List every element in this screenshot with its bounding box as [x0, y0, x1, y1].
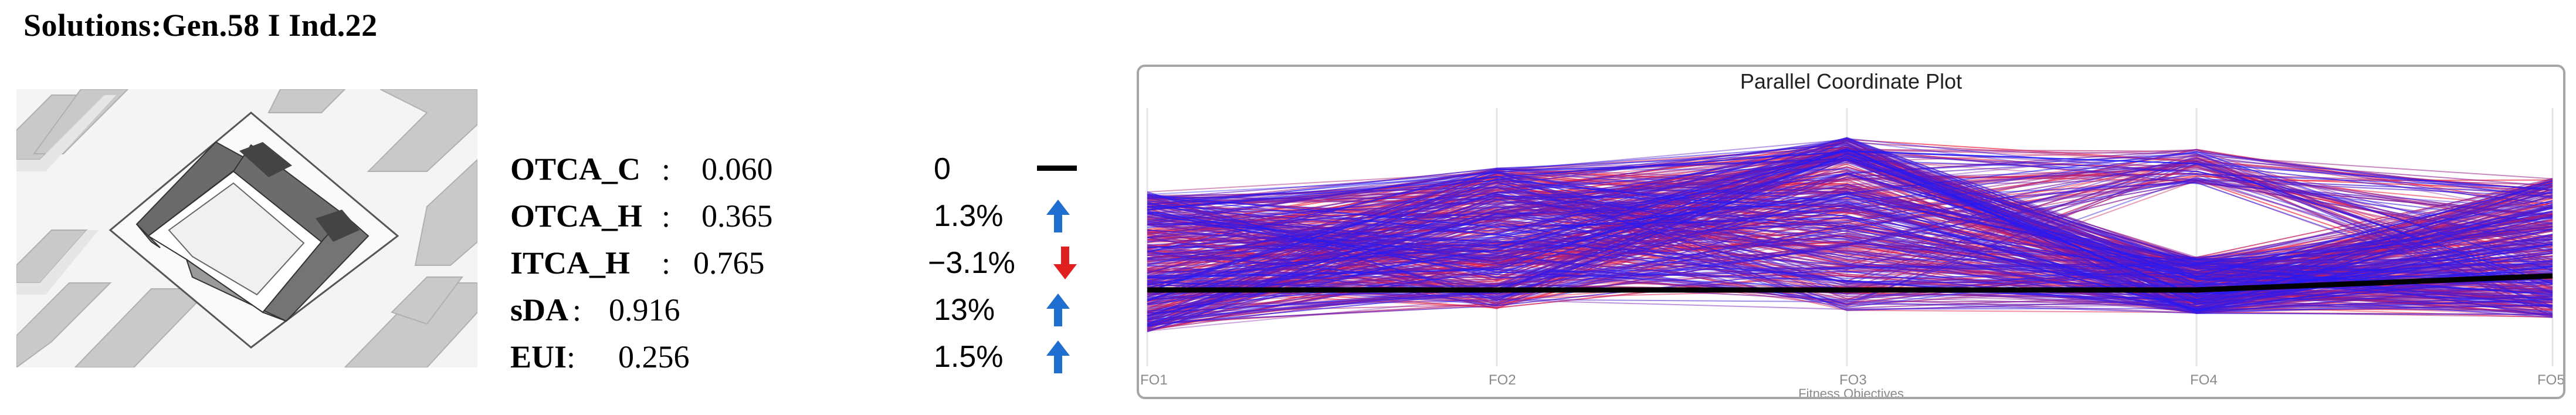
metric-separator: :: [572, 292, 582, 328]
page-title: Solutions:Gen.58 I Ind.22: [23, 8, 378, 43]
pcp-solution-line: [1147, 140, 2553, 309]
pcp-solution-line: [1147, 191, 2553, 295]
building-thumbnail: [16, 89, 477, 367]
neutral-dash-icon: [1037, 166, 1077, 171]
pcp-solution-line: [1147, 151, 2553, 285]
metric-separator: :: [662, 151, 671, 187]
metric-delta: 0: [934, 152, 951, 186]
metric-label: OTCA_H: [510, 198, 643, 234]
parallel-coordinate-plot: [1146, 108, 2554, 366]
arrow-down-icon: [1053, 247, 1077, 279]
pcp-solution-line: [1147, 176, 2553, 312]
metric-separator: :: [567, 339, 576, 374]
pcp-solution-line: [1147, 160, 2553, 306]
pcp-solution-line: [1147, 227, 2553, 310]
pcp-solution-line: [1147, 180, 2553, 286]
axis-label-fo3: FO3: [1839, 372, 1867, 388]
building-render-image: [16, 89, 477, 367]
pcp-solution-line: [1147, 148, 2553, 298]
pcp-solution-line: [1147, 199, 2553, 326]
arrow-up-icon: [1046, 293, 1070, 326]
pcp-solution-line: [1147, 193, 2553, 274]
pcp-solution-line: [1147, 178, 2553, 292]
axis-label-fo2: FO2: [1489, 372, 1516, 388]
arrow-up-icon: [1046, 340, 1070, 373]
pcp-solution-lines: [1147, 137, 2553, 333]
metric-delta: 1.5%: [934, 340, 1004, 374]
axis-label-fo1: FO1: [1140, 372, 1168, 388]
pcp-solution-line: [1147, 173, 2553, 243]
pcp-solution-line: [1147, 158, 2553, 284]
pcp-solution-line: [1147, 238, 2553, 312]
pcp-solution-line: [1147, 194, 2553, 285]
metric-value: 0.916: [609, 292, 680, 328]
pcp-solution-line: [1147, 182, 2553, 329]
pcp-solution-line: [1147, 206, 2553, 306]
parallel-coordinate-plot-panel: Parallel Coordinate Plot FO1 FO2 FO3 FO4…: [1137, 65, 2565, 399]
pcp-solution-line: [1147, 144, 2553, 325]
metric-row-otca-c: OTCA_C : 0.060 0: [510, 146, 1155, 193]
metric-row-otca-h: OTCA_H : 0.365 1.3%: [510, 193, 1155, 239]
pcp-solution-line: [1147, 176, 2553, 308]
pcp-solution-line: [1147, 161, 2553, 259]
metric-label: OTCA_C: [510, 151, 641, 187]
chart-title: Parallel Coordinate Plot: [1740, 69, 1962, 93]
pcp-solution-line: [1147, 242, 2553, 323]
metric-row-eui: EUI : 0.256 1.5%: [510, 333, 1155, 380]
pcp-solution-line: [1147, 153, 2553, 320]
pcp-solution-line: [1147, 217, 2553, 301]
metric-delta: 1.3%: [934, 199, 1004, 233]
metric-delta: −3.1%: [928, 246, 1015, 280]
pcp-solution-line: [1147, 170, 2553, 312]
metric-separator: :: [662, 198, 671, 234]
pcp-solution-line: [1147, 159, 2553, 239]
pcp-solution-line: [1147, 206, 2553, 305]
metric-row-sda: sDA : 0.916 13%: [510, 286, 1155, 333]
pcp-solution-line: [1147, 150, 2553, 285]
metric-label: sDA: [510, 292, 569, 328]
metric-separator: :: [662, 245, 671, 281]
metric-label: EUI: [510, 339, 567, 374]
pcp-solution-line: [1147, 143, 2553, 314]
axis-label-fo4: FO4: [2190, 372, 2218, 388]
metric-row-itca-h: ITCA_H : 0.765 −3.1%: [510, 239, 1155, 286]
pcp-solution-line: [1147, 247, 2553, 316]
metric-value: 0.765: [693, 245, 765, 281]
pcp-solution-line: [1147, 197, 2553, 274]
pcp-solution-line: [1147, 217, 2553, 314]
metric-value: 0.365: [701, 198, 773, 234]
metric-delta: 13%: [934, 293, 995, 327]
pcp-solution-line: [1147, 175, 2553, 314]
metric-value: 0.256: [618, 339, 690, 374]
pcp-solution-line: [1147, 153, 2553, 302]
x-axis-title: Fitness Objectives: [1798, 386, 1904, 399]
axis-label-fo5: FO5: [2537, 372, 2565, 388]
pcp-solution-line: [1147, 191, 2553, 314]
metric-label: ITCA_H: [510, 245, 631, 281]
pcp-solution-line: [1147, 205, 2553, 308]
metric-value: 0.060: [701, 151, 773, 187]
pcp-solution-line: [1147, 172, 2553, 280]
pcp-solution-line: [1147, 224, 2553, 326]
pcp-selected-solution-line: [1147, 273, 2553, 293]
pcp-solution-line: [1147, 155, 2553, 262]
arrow-up-icon: [1046, 200, 1070, 232]
pcp-solution-line: [1147, 195, 2553, 296]
